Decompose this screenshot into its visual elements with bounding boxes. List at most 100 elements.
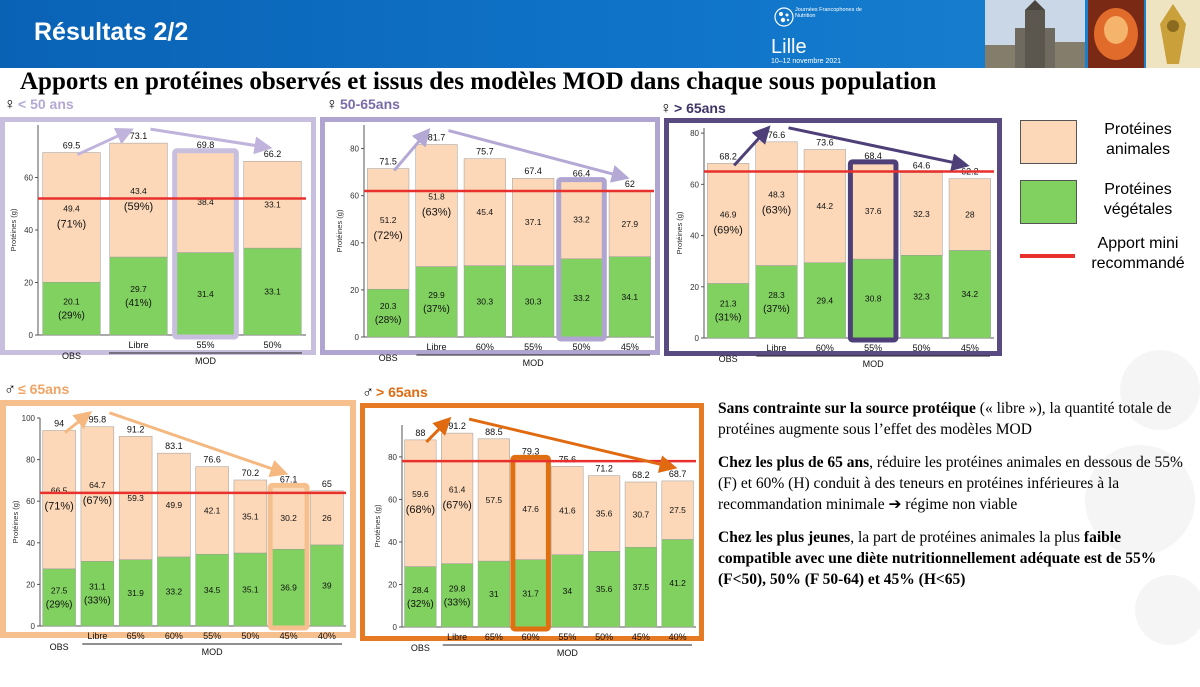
- bar-animal: [176, 151, 235, 253]
- food-photo-icon: [1088, 0, 1144, 68]
- x-tick-label: 55%: [864, 343, 882, 353]
- bar-vegetal: [560, 258, 603, 338]
- bar-vegetal: [514, 559, 547, 628]
- bar-vegetal: [441, 563, 474, 628]
- panel-label-female-under50: ♀ < 50 ans: [4, 96, 74, 113]
- chart-frame: [360, 403, 704, 641]
- slide-section-title: Résultats 2/2: [34, 18, 189, 46]
- data-label-vegetal: 29.4: [817, 295, 834, 305]
- bar-animal: [42, 152, 101, 283]
- bar-animal: [310, 490, 344, 546]
- y-tick-label: 60: [350, 192, 359, 201]
- x-tick-label: OBS: [50, 642, 69, 652]
- y-tick-label: 60: [388, 495, 397, 504]
- y-tick-label: 60: [26, 497, 35, 506]
- bar-vegetal: [109, 256, 168, 336]
- data-label-vegetal: 33.2: [573, 293, 590, 303]
- x-tick-label: 60%: [816, 343, 834, 353]
- highlight-box: [556, 177, 607, 342]
- x-tick-label: 45%: [621, 342, 639, 352]
- chart-female-50-65: 0 20 40 60 80 Protéines (g) 20.3 (28%) 51.2 (72%)…: [320, 117, 660, 368]
- data-label-vegetal: 28.4: [412, 585, 429, 595]
- bar-vegetal: [608, 256, 651, 338]
- mod-group-label: MOD: [195, 356, 216, 366]
- data-label-total: 75.7: [476, 147, 494, 157]
- data-label-animal: 49.9: [166, 500, 183, 510]
- data-label-animal: 35.1: [242, 511, 259, 521]
- bar-vegetal: [118, 559, 153, 627]
- y-tick-label: 40: [690, 232, 699, 241]
- chart-female-over65: 0 20 40 60 80 Protéines (g) 21.3 (31%) 46.9 (69%)…: [664, 118, 1002, 369]
- data-label-animal: 57.5: [486, 495, 503, 505]
- bar-vegetal: [157, 556, 191, 627]
- obs-to-libre-arrow: [425, 416, 452, 443]
- data-label-animal: 51.8: [428, 192, 445, 202]
- data-label-animal: 48.3: [768, 190, 785, 200]
- data-label-vegetal: 31.9: [127, 588, 144, 598]
- bar-vegetal: [900, 255, 943, 339]
- conference-logo: Journées Francophones de Nutrition Lille…: [765, 4, 865, 65]
- data-label-animal: 46.9: [720, 209, 737, 219]
- data-label-animal: 30.2: [280, 513, 297, 523]
- data-label-vegetal: 35.1: [242, 584, 259, 594]
- data-label-animal: 38.4: [197, 197, 214, 207]
- x-tick-label: 50%: [241, 631, 259, 641]
- bar-animal: [755, 141, 798, 266]
- bar-animal: [852, 162, 895, 260]
- data-label-animal-pct: (63%): [422, 207, 451, 219]
- data-label-total: 68.7: [669, 469, 687, 479]
- x-tick-label: 40%: [318, 631, 336, 641]
- trend-arrow: [150, 127, 273, 155]
- data-label-total: 81.7: [428, 133, 446, 143]
- x-tick-label: Libre: [766, 343, 786, 353]
- data-label-vegetal: 32.3: [913, 292, 930, 302]
- data-label-animal-pct: (71%): [44, 501, 73, 513]
- data-label-total: 91.2: [127, 424, 145, 434]
- data-label-total: 64.6: [913, 161, 931, 171]
- mod-group-label: MOD: [523, 358, 544, 368]
- obs-to-libre-arrow: [76, 127, 134, 156]
- obs-to-libre-arrow: [733, 125, 771, 167]
- data-label-animal: 44.2: [817, 201, 834, 211]
- panel-label-male-over65: ♂ > 65ans: [362, 384, 428, 401]
- data-label-vegetal: 39: [322, 580, 332, 590]
- data-label-vegetal: 34: [563, 586, 573, 596]
- bar-animal: [109, 142, 168, 258]
- y-axis-label: Protéines (g): [675, 211, 684, 254]
- data-label-total: 79.3: [522, 446, 540, 456]
- conclusion-3: Chez les plus jeunes, la part de protéin…: [718, 529, 1157, 588]
- data-label-vegetal: 33.1: [264, 287, 281, 297]
- data-label-vegetal: 37.5: [633, 582, 650, 592]
- x-tick-label: 60%: [522, 632, 540, 642]
- y-tick-label: 40: [388, 538, 397, 547]
- bar-animal: [588, 475, 621, 552]
- data-label-animal-pct: (59%): [124, 201, 153, 213]
- data-label-animal-pct: (63%): [762, 205, 791, 217]
- data-label-animal: 30.7: [633, 510, 650, 520]
- chart-female-under50: 0 20 40 60 Protéines (g) 20.1 (29%) 49.4 (71%) 69…: [0, 117, 316, 366]
- chart-frame: [664, 118, 1002, 356]
- bar-animal: [608, 190, 651, 257]
- bar-animal: [157, 452, 191, 558]
- x-tick-label: 60%: [165, 631, 183, 641]
- data-label-vegetal: 29.8: [449, 583, 466, 593]
- data-label-total: 68.4: [864, 151, 882, 161]
- conclusions-text: Sans contrainte sur la source protéique …: [718, 398, 1188, 602]
- x-tick-label: 55%: [558, 632, 576, 642]
- data-label-animal: 61.4: [449, 484, 466, 494]
- data-label-vegetal: 30.8: [865, 294, 882, 304]
- data-label-total: 88: [415, 428, 425, 438]
- y-tick-label: 40: [26, 539, 35, 548]
- data-label-vegetal: 34.1: [622, 292, 639, 302]
- bar-vegetal: [195, 553, 229, 627]
- trend-arrow: [468, 417, 678, 473]
- data-label-vegetal: 41.2: [669, 578, 686, 588]
- y-tick-label: 20: [24, 279, 33, 288]
- data-label-total: 68.2: [632, 470, 650, 480]
- mod-group-label: MOD: [202, 647, 223, 657]
- logo-city: Lille: [771, 36, 807, 58]
- female-symbol-icon: ♀: [326, 96, 338, 113]
- x-tick-label: 40%: [669, 632, 687, 642]
- data-label-animal-pct: (71%): [57, 218, 86, 230]
- bar-vegetal: [463, 265, 506, 338]
